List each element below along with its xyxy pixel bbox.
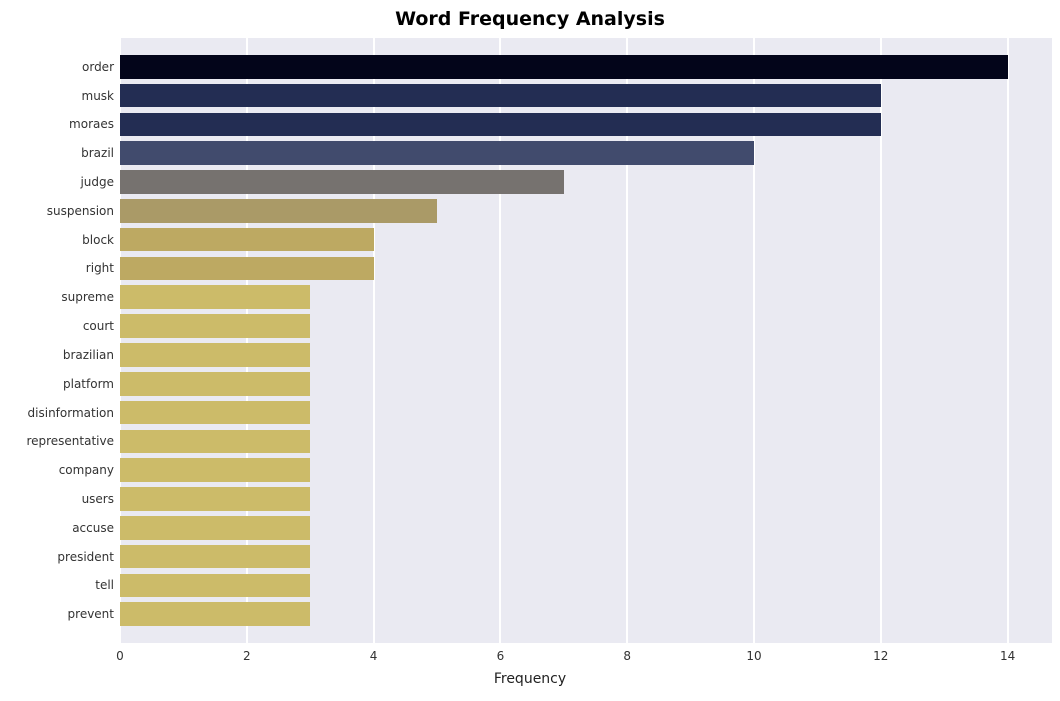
x-tick-label: 2 [243,649,251,663]
y-tick-label: accuse [72,521,114,535]
bar-court [120,314,310,338]
bar-accuse [120,516,310,540]
plot-area: 02468101214ordermuskmoraesbraziljudgesus… [120,38,1052,643]
y-tick-label: brazilian [63,348,114,362]
y-tick-label: moraes [69,117,114,131]
bar-representative [120,430,310,454]
bar-suspension [120,199,437,223]
bar-tell [120,574,310,598]
y-tick-label: disinformation [28,406,114,420]
chart-title: Word Frequency Analysis [0,8,1060,30]
y-tick-label: representative [26,434,114,448]
y-tick-label: supreme [61,290,114,304]
x-tick-label: 14 [1000,649,1015,663]
bar-users [120,487,310,511]
y-tick-label: users [82,492,114,506]
bar-right [120,257,374,281]
x-tick-label: 0 [116,649,124,663]
x-tick-label: 8 [623,649,631,663]
y-tick-label: judge [80,175,114,189]
bar-brazil [120,141,754,165]
bar-judge [120,170,564,194]
y-tick-label: brazil [81,146,114,160]
bar-platform [120,372,310,396]
bar-prevent [120,602,310,626]
x-axis-label: Frequency [494,671,566,687]
y-tick-label: suspension [47,204,114,218]
y-tick-label: block [82,233,114,247]
y-tick-label: right [86,261,114,275]
y-tick-label: order [82,60,114,74]
y-tick-label: tell [95,578,114,592]
bar-musk [120,84,881,108]
gridline [1007,38,1009,643]
bar-moraes [120,113,881,137]
y-tick-label: musk [82,89,115,103]
bar-order [120,55,1008,79]
bar-brazilian [120,343,310,367]
y-tick-label: prevent [68,607,114,621]
bar-disinformation [120,401,310,425]
bar-supreme [120,285,310,309]
x-tick-label: 6 [497,649,505,663]
bar-president [120,545,310,569]
x-tick-label: 12 [873,649,888,663]
y-tick-label: platform [63,377,114,391]
bar-company [120,458,310,482]
x-tick-label: 10 [746,649,761,663]
y-tick-label: president [57,550,114,564]
bar-block [120,228,374,252]
y-tick-label: court [83,319,114,333]
word-frequency-chart: Word Frequency Analysis 02468101214order… [0,0,1060,701]
y-tick-label: company [59,463,114,477]
x-tick-label: 4 [370,649,378,663]
